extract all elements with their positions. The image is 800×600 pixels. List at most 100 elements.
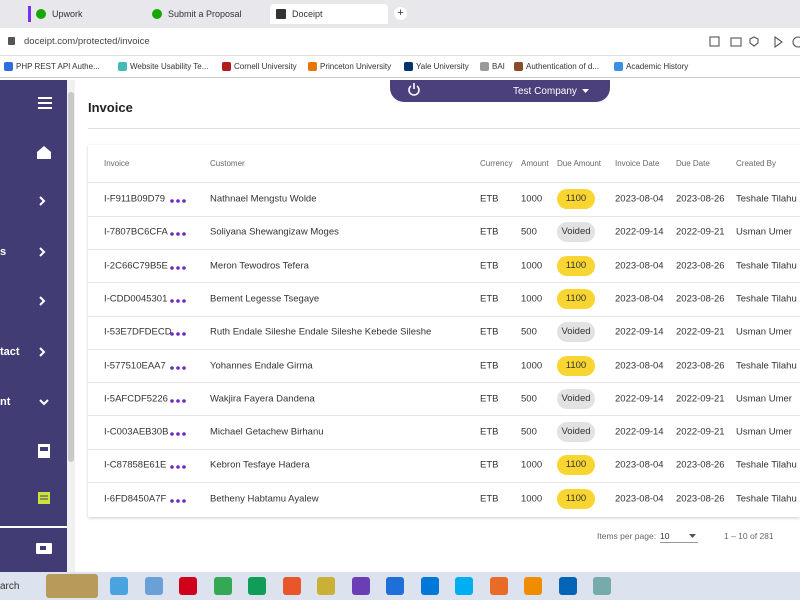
cell: 2023-08-26 [676,360,725,371]
row-menu[interactable] [170,232,186,237]
cell: 1000 [521,360,543,371]
taskbar-app[interactable] [455,577,473,595]
bookmark[interactable]: BAI [480,56,505,78]
taskbar-app[interactable] [420,577,439,595]
row-menu[interactable] [170,199,186,203]
url[interactable]: doceipt.com/protected/invoice [24,36,150,47]
cell: 2023-08-26 [676,293,725,305]
invoice-id[interactable]: I-C87858E61E [104,459,167,471]
page-size-select[interactable]: 10 [660,527,698,543]
invoice-id[interactable]: I-5AFCDF5226 [104,393,168,405]
row-menu[interactable] [170,332,186,336]
page-range: 1 – 10 of 281 [724,531,774,541]
taskbar-app[interactable] [179,577,197,595]
invoice-id[interactable]: I-CDD0045301 [104,293,168,305]
cell: 2022-09-14 [615,326,664,338]
lock-icon [8,37,15,45]
column-header[interactable]: Invoice [104,159,130,168]
search-image [46,574,98,598]
cell: 1000 [521,459,543,471]
nav-label[interactable]: tact [0,346,20,358]
invoice-id[interactable]: I-577510EAA7 [104,360,166,371]
cell: Teshale Tilahu [736,459,797,471]
invoice-id[interactable]: I-7807BC6CFA [104,226,168,238]
tab[interactable]: Upwork [30,4,146,24]
tab-active[interactable]: Doceipt [270,4,388,24]
taskbar-app[interactable] [213,577,232,595]
column-header[interactable]: Due Amount [557,159,602,168]
cell: 2023-08-26 [676,459,725,471]
due-amount-badge: 1100 [557,355,595,376]
taskbar-app[interactable] [489,577,508,595]
bookmark[interactable]: Website Usability Te... [118,56,208,78]
invoice-id[interactable]: I-F911B09D79 [104,193,166,205]
cell: 2023-08-04 [615,493,664,505]
row-menu[interactable] [170,365,186,370]
dropdown-arrow [582,89,589,93]
cell: 2023-08-26 [676,260,725,272]
bookmark[interactable]: Yale University [404,56,469,78]
invoice-id[interactable]: I-6FD8450A7F [104,493,167,505]
power-icon[interactable] [407,82,421,96]
bookmark[interactable]: Princeton University [308,56,391,78]
taskbar-app[interactable] [282,577,301,595]
invoice-id[interactable]: I-C003AEB30B [104,426,169,438]
due-amount-badge: 1100 [557,488,595,509]
row-menu[interactable] [170,398,186,403]
cell: Meron Tewodros Tefera [210,260,309,272]
tab-label: Doceipt [292,9,323,19]
cell: 2023-08-04 [615,459,664,471]
bookmark[interactable]: Authentication of d... [514,56,599,78]
row-menu[interactable] [170,465,186,470]
row-menu[interactable] [170,432,186,436]
row-menu[interactable] [170,299,186,303]
taskbar-app[interactable] [317,577,335,595]
nav-label[interactable]: nt [0,396,11,408]
taskbar-app[interactable] [593,577,611,595]
bookmark[interactable]: PHP REST API Authe... [4,56,100,78]
cell: 2022-09-14 [615,393,664,405]
cell: 2022-09-14 [615,426,664,438]
row-divider [88,248,800,250]
invoice-id[interactable]: I-2C66C79B5E [104,260,168,272]
voided-badge: Voided [557,388,595,409]
new-tab[interactable]: + [394,7,407,20]
cell: Nathnael Mengstu Wolde [210,193,317,205]
bookmark[interactable]: Cornell University [222,56,297,78]
due-amount-badge: 1100 [557,255,595,276]
cell: 2023-08-04 [615,293,664,305]
row-menu[interactable] [170,498,186,503]
column-header[interactable]: Customer [210,159,245,168]
column-header[interactable]: Currency [480,159,513,168]
taskbar-app[interactable] [524,577,542,595]
taskbar-app[interactable] [558,577,577,595]
company-name[interactable]: Test Company [513,86,577,97]
row-divider [88,215,800,217]
taskbar-app[interactable] [351,577,370,595]
taskbar-app[interactable] [386,577,404,595]
tab-bar: Upwork Submit a Proposal Doceipt + [0,0,800,28]
taskbar-app[interactable] [248,577,266,595]
taskbar-app[interactable] [144,577,163,595]
address-bar: doceipt.com/protected/invoice [0,28,800,56]
bookmark[interactable]: Academic History [614,56,688,78]
column-header[interactable]: Due Date [676,159,710,168]
cell: 2022-09-21 [676,426,725,438]
bookmark-label: Yale University [416,62,469,71]
scrollbar[interactable] [67,80,75,572]
row-menu[interactable] [170,265,186,270]
column-header[interactable]: Invoice Date [615,159,660,168]
cell: 2022-09-14 [615,226,664,238]
search-box[interactable]: arch [0,581,20,592]
bookmark-label: Authentication of d... [526,62,599,71]
column-header[interactable]: Amount [521,159,549,168]
cell: 2023-08-26 [676,493,725,505]
tab[interactable]: Submit a Proposal [146,4,266,24]
cell: Bement Legesse Tsegaye [210,293,320,305]
invoice-id[interactable]: I-53E7DFDECD [104,326,172,338]
column-header[interactable]: Created By [736,159,777,168]
nav-label[interactable]: s [0,246,7,258]
taskbar-app[interactable] [110,577,128,595]
bookmark-label: Website Usability Te... [130,62,209,71]
cell: Wakjira Fayera Dandena [210,393,315,405]
